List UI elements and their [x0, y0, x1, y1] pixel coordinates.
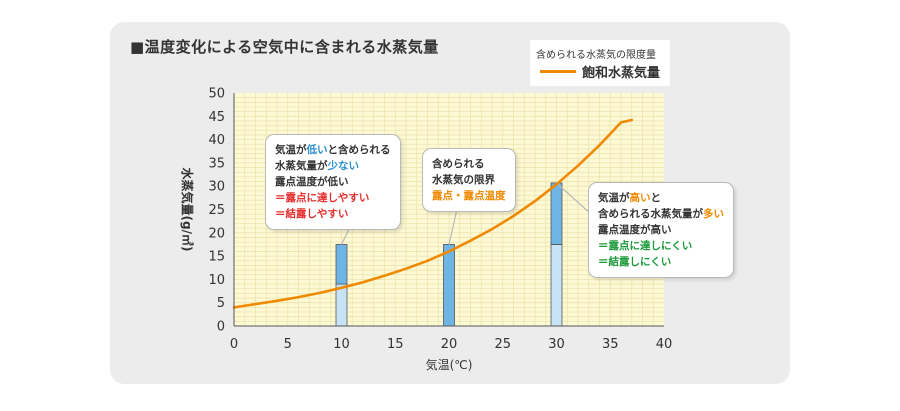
y-axis-label: 水蒸気量(g/㎥)	[180, 168, 195, 252]
callout-high-line3: 露点温度が高い	[598, 224, 672, 236]
callout-high-line1: 気温が高いと	[598, 192, 661, 204]
y-tick-label: 15	[208, 250, 225, 265]
y-tick-label: 35	[208, 156, 225, 171]
callout-dew-point: 含められる 水蒸気の限界 露点・露点温度	[422, 148, 516, 212]
x-tick-label: 35	[602, 337, 619, 352]
bar-upper-segment	[550, 182, 563, 245]
x-tick-labels: 0 5 10 15 20 25 30 35 40	[230, 337, 672, 352]
legend-label: 飽和水蒸気量	[582, 66, 661, 81]
bar-lower-segment	[550, 244, 563, 327]
callout-high-line4: ＝露点に達しにくい	[598, 240, 693, 252]
callout-high-line5: ＝結露しにくい	[598, 256, 672, 268]
callout-high-temperature: 気温が高いと 含められる水蒸気量が多い 露点温度が高い ＝露点に達しにくい ＝結…	[588, 182, 734, 278]
bar-lower-segment	[335, 283, 348, 327]
legend-line-swatch	[540, 70, 576, 73]
callout-low-line2: 水蒸気量が少ない	[275, 160, 359, 172]
bar-upper-segment	[335, 244, 348, 285]
callout-connector	[448, 208, 458, 245]
y-tick-label: 25	[208, 203, 225, 218]
callout-low-line4: ＝露点に達しやすい	[275, 192, 370, 204]
x-tick-label: 30	[548, 337, 565, 352]
x-tick-label: 10	[333, 337, 350, 352]
callout-low-line3: 露点温度が低い	[275, 176, 349, 188]
x-axis-label: 気温(℃)	[426, 357, 473, 372]
callout-connector	[556, 182, 593, 216]
x-tick-label: 0	[230, 337, 238, 352]
x-tick-label: 40	[656, 337, 673, 352]
callout-low-line5: ＝結露しやすい	[275, 208, 349, 220]
callout-mid-line2: 水蒸気の限界	[432, 174, 495, 186]
y-tick-label: 45	[208, 110, 225, 125]
bar-upper-segment	[443, 244, 455, 327]
legend	[530, 40, 670, 86]
y-tick-label: 20	[208, 226, 225, 241]
x-tick-label: 15	[387, 337, 404, 352]
chart-title: ■温度変化による空気中に含まれる水蒸気量	[130, 38, 439, 56]
callout-mid-line3: 露点・露点温度	[432, 190, 506, 202]
x-tick-label: 20	[441, 337, 458, 352]
y-tick-label: 10	[208, 273, 225, 288]
axes	[233, 93, 664, 327]
y-tick-label: 0	[217, 320, 225, 335]
series-group	[232, 118, 634, 309]
y-tick-label: 40	[208, 133, 225, 148]
y-tick-label: 50	[208, 87, 225, 102]
legend-note: 含められる水蒸気の限度量	[536, 50, 656, 61]
callout-low-line1: 気温が低いと含められる	[275, 144, 391, 156]
x-tick-label: 25	[494, 337, 511, 352]
callout-low-temperature: 気温が低いと含められる 水蒸気量が少ない 露点温度が低い ＝露点に達しやすい ＝…	[265, 134, 401, 230]
callout-high-line2: 含められる水蒸気量が多い	[598, 208, 724, 220]
callout-mid-line1: 含められる	[432, 158, 485, 170]
y-tick-label: 30	[208, 180, 225, 195]
series-line-saturated-vapor	[232, 118, 634, 309]
y-tick-label: 5	[217, 296, 225, 311]
x-tick-label: 5	[284, 337, 292, 352]
y-tick-labels: 0 5 10 15 20 25 30 35 40 45 50	[208, 87, 225, 335]
